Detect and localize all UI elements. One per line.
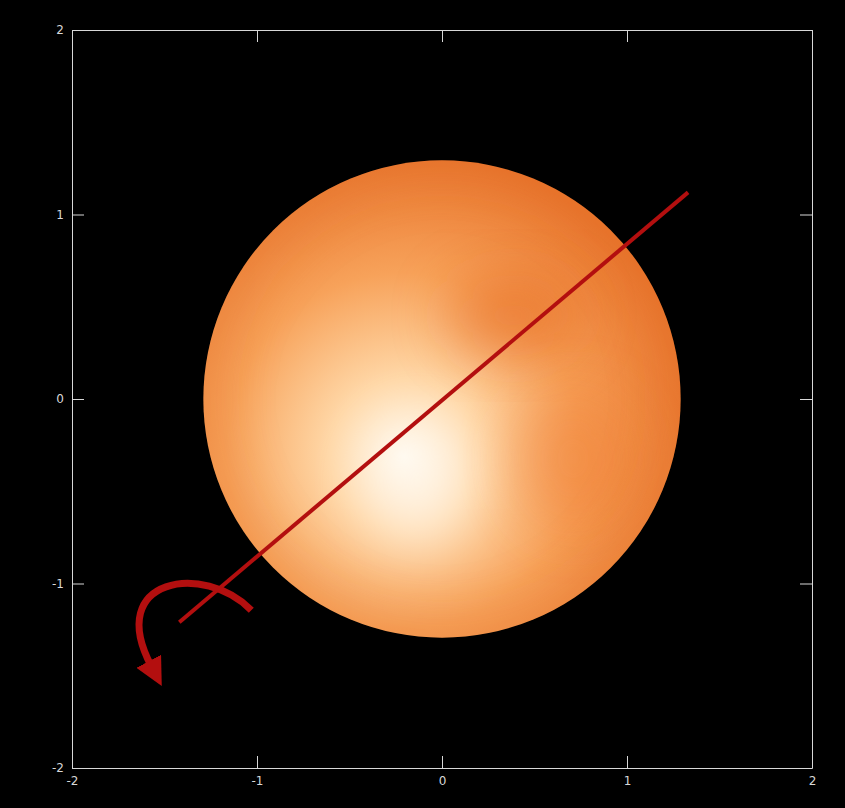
tick-label: 2	[809, 774, 817, 788]
tick-label: 1	[624, 774, 632, 788]
tick: -1	[252, 756, 264, 788]
y-axis: -2 -1 0 1 2	[52, 23, 84, 775]
tick	[627, 30, 628, 42]
y-axis	[800, 31, 813, 769]
tick-mark	[257, 756, 258, 768]
tick: 1	[624, 756, 632, 788]
tick-label: -1	[52, 577, 64, 591]
tick-mark	[72, 584, 84, 585]
tick-label: 0	[56, 392, 64, 406]
tick: 2	[56, 23, 84, 37]
tick: -2	[52, 761, 84, 775]
chart: -2 -1 0 1 2 -2 -1 0 1 2	[0, 0, 845, 808]
tick	[800, 768, 812, 769]
dark-spot	[447, 273, 581, 359]
tick-mark	[442, 30, 443, 42]
tick	[257, 30, 258, 42]
tick-label: 0	[439, 774, 447, 788]
tick-mark	[800, 768, 812, 769]
tick-mark	[72, 768, 84, 769]
axis-line	[73, 768, 813, 769]
tick-mark	[72, 399, 84, 400]
plot-area	[139, 160, 688, 666]
dark-spot	[514, 387, 633, 530]
tick-mark	[627, 756, 628, 768]
tick: -1	[52, 577, 84, 591]
tick-mark	[800, 399, 812, 400]
tick-label: -2	[52, 761, 64, 775]
tick-mark	[800, 215, 812, 216]
tick-label: -1	[252, 774, 264, 788]
x-axis	[73, 30, 813, 42]
tick	[800, 30, 812, 31]
tick-label: 2	[56, 23, 64, 37]
tick	[442, 30, 443, 42]
tick	[800, 399, 812, 400]
tick-mark	[257, 30, 258, 42]
x-axis: -2 -1 0 1 2	[67, 756, 817, 788]
tick-mark	[442, 756, 443, 768]
tick-mark	[800, 30, 812, 31]
tick-mark	[72, 30, 84, 31]
background	[0, 0, 845, 808]
tick-mark	[800, 584, 812, 585]
tick-mark	[72, 215, 84, 216]
tick	[800, 584, 812, 585]
bright-spot	[366, 416, 471, 550]
plot: -2 -1 0 1 2 -2 -1 0 1 2	[52, 23, 816, 787]
tick: 1	[56, 208, 84, 222]
rotation-axis	[179, 192, 688, 622]
rotation-arrow	[139, 583, 251, 666]
tick: 0	[56, 392, 84, 406]
tick	[800, 215, 812, 216]
tick-mark	[627, 30, 628, 42]
axis-line	[812, 31, 813, 769]
tick-label: 1	[56, 208, 64, 222]
tick-label: -2	[67, 774, 79, 788]
tick: 0	[439, 756, 447, 788]
